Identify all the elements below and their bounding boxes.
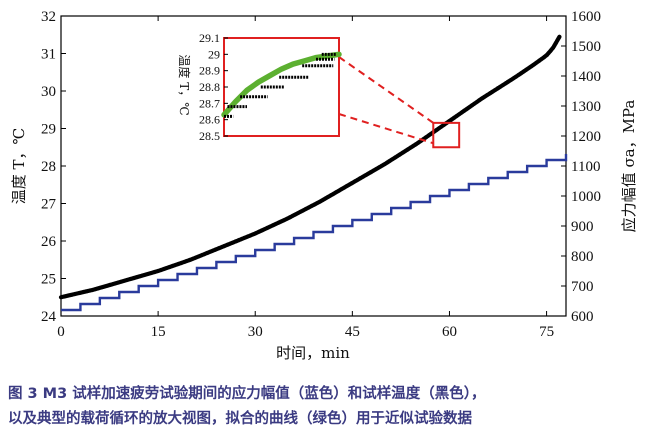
x-tick-label: 0 [57, 324, 65, 340]
x-tick-label: 30 [248, 324, 263, 340]
y-right-tick-label: 1000 [571, 189, 601, 205]
x-tick-label: 60 [442, 324, 457, 340]
inset-y-tick-label: 28.5 [199, 129, 220, 143]
connector-line-top [338, 56, 434, 124]
y-left-tick-label: 30 [41, 84, 56, 100]
inset-frame [223, 37, 340, 137]
inset-y-tick-label: 28.7 [199, 96, 220, 110]
inset-y-tick-label: 29.1 [199, 31, 220, 45]
y-left-tick-label: 31 [41, 47, 56, 63]
y-left-tick-label: 28 [41, 159, 56, 175]
temperature-series [58, 34, 562, 300]
zoom-region-box [432, 121, 461, 149]
x-tick-label: 45 [345, 324, 360, 340]
y-right-tick-label: 1300 [571, 99, 601, 115]
axis-ticks: 0 15 30 45 60 75 24 25 26 27 28 29 30 31 32 600 700 800 90… [41, 9, 601, 340]
y-left-tick-label: 26 [41, 234, 57, 250]
y-right-tick-label: 600 [571, 309, 594, 325]
y-right-tick-label: 800 [571, 249, 594, 265]
inset-y-tick-label: 29 [208, 47, 220, 61]
figure-caption-line1: 图 3 M3 试样加速疲劳试验期间的应力幅值（蓝色）和试样温度（黑色）， [8, 386, 486, 402]
y-right-tick-label: 700 [571, 279, 594, 295]
y-right-tick-label: 1200 [571, 129, 601, 145]
y-right-tick-label: 900 [571, 219, 594, 235]
zoom-highlight [338, 56, 461, 149]
y-left-tick-label: 29 [41, 122, 56, 138]
inset-y-axis-label: 温度 T，℃ [177, 54, 192, 115]
y-right-tick-label: 1500 [571, 39, 601, 55]
temperature-line [58, 34, 562, 300]
y-left-tick-label: 25 [41, 272, 56, 288]
inset-axis-ticks: 28.5 28.6 28.7 28.8 28.9 29 29.1 [199, 31, 228, 143]
inset-y-tick-label: 28.8 [199, 80, 220, 94]
stress-series [61, 154, 568, 312]
inset-y-tick-label: 28.9 [199, 64, 220, 78]
figure-caption-line2: 以及典型的载荷循环的放大视图，拟合的曲线（绿色）用于近似试验数据 [8, 411, 472, 427]
y-right-tick-label: 1400 [571, 69, 601, 85]
inset-y-tick-label: 28.6 [199, 113, 220, 127]
y-left-tick-label: 24 [41, 309, 57, 325]
x-tick-label: 15 [151, 324, 166, 340]
y-left-tick-label: 32 [41, 9, 56, 25]
inset-plot [221, 51, 342, 118]
connector-line-bottom [338, 113, 434, 145]
y-right-axis-label: 应力幅值 σa，MPa [620, 100, 638, 233]
fit-curve [221, 51, 342, 118]
y-right-tick-label: 1100 [571, 159, 600, 175]
x-tick-label: 75 [539, 324, 554, 340]
chart: 0 15 30 45 60 75 24 25 26 27 28 29 30 31 32 600 700 800 90… [10, 9, 638, 362]
stress-step-line [61, 154, 568, 312]
x-axis-label: 时间，min [276, 344, 350, 362]
y-right-tick-label: 1600 [571, 9, 601, 25]
y-left-tick-label: 27 [41, 197, 57, 213]
y-left-axis-label: 温度 T，℃ [10, 128, 28, 205]
